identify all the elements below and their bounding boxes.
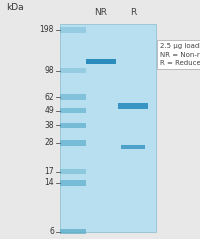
- Bar: [60, 94, 86, 100]
- Text: 14: 14: [44, 179, 54, 187]
- Text: 6: 6: [49, 227, 54, 236]
- Bar: [60, 24, 156, 232]
- Text: 198: 198: [40, 26, 54, 34]
- Bar: [60, 140, 86, 146]
- Bar: [121, 145, 145, 149]
- Bar: [60, 123, 86, 128]
- Text: 38: 38: [44, 121, 54, 130]
- Bar: [60, 68, 86, 73]
- Bar: [60, 169, 86, 174]
- Text: 2.5 μg loading
NR = Non-reduced
R = Reduced: 2.5 μg loading NR = Non-reduced R = Redu…: [160, 43, 200, 66]
- Text: 62: 62: [44, 92, 54, 102]
- Bar: [60, 108, 86, 113]
- Text: NR: NR: [95, 8, 108, 17]
- Bar: [86, 59, 116, 64]
- Bar: [118, 103, 148, 109]
- Bar: [60, 180, 86, 185]
- Text: kDa: kDa: [6, 3, 24, 12]
- Text: 49: 49: [44, 106, 54, 115]
- Bar: [60, 27, 86, 33]
- Text: R: R: [130, 8, 136, 17]
- Bar: [60, 229, 86, 234]
- Text: 28: 28: [44, 138, 54, 147]
- Text: 17: 17: [44, 167, 54, 176]
- Text: 98: 98: [44, 66, 54, 75]
